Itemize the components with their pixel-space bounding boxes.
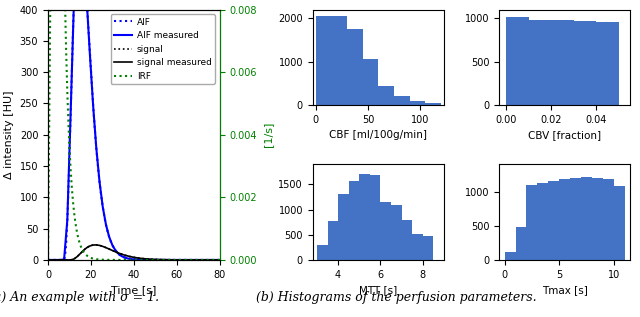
Line: signal: signal — [48, 245, 220, 260]
AIF — [128, 257, 136, 261]
Bar — [527, 185, 538, 260]
Bar — [410, 101, 425, 105]
AIF measured — [141, 258, 148, 262]
Y-axis label: Δ intensity [HU]: Δ intensity [HU] — [4, 90, 14, 179]
Text: (a) An example with σ = 1.: (a) An example with σ = 1. — [0, 291, 159, 304]
Bar — [559, 179, 570, 260]
AIF measured — [147, 258, 155, 262]
signal — [123, 254, 131, 258]
signal measured — [44, 258, 52, 262]
signal — [128, 255, 136, 259]
AIF measured — [215, 258, 223, 262]
Bar — [370, 175, 380, 260]
Bar — [328, 221, 338, 260]
signal — [211, 258, 219, 262]
AIF — [211, 258, 219, 262]
Bar — [529, 20, 551, 105]
Bar — [317, 245, 328, 260]
IRF — [44, 258, 52, 262]
signal measured — [141, 257, 148, 261]
Bar — [332, 16, 347, 105]
Line: signal measured: signal measured — [48, 245, 219, 260]
Bar — [380, 202, 391, 260]
Bar — [359, 174, 370, 260]
AIF measured — [163, 258, 171, 262]
AIF — [123, 256, 131, 260]
Bar — [338, 194, 349, 260]
Bar — [506, 17, 529, 105]
IRF — [128, 258, 136, 262]
Legend: AIF, AIF measured, signal, signal measured, IRF: AIF, AIF measured, signal, signal measur… — [111, 14, 215, 84]
Bar — [603, 179, 614, 260]
IRF — [123, 258, 131, 262]
Bar — [504, 252, 516, 260]
Bar — [423, 236, 433, 260]
Y-axis label: [1/s]: [1/s] — [262, 122, 273, 147]
signal measured — [112, 250, 120, 254]
Bar — [349, 181, 359, 260]
Line: AIF: AIF — [48, 0, 220, 260]
Bar — [425, 103, 441, 105]
AIF — [179, 258, 187, 262]
AIF — [211, 258, 219, 262]
Text: (b) Histograms of the perfusion parameters.: (b) Histograms of the perfusion paramete… — [257, 291, 537, 304]
signal measured — [92, 243, 100, 247]
signal — [92, 243, 99, 247]
Bar — [551, 20, 574, 105]
X-axis label: CBF [ml/100g/min]: CBF [ml/100g/min] — [330, 130, 428, 140]
Bar — [596, 22, 619, 105]
signal measured — [73, 255, 81, 259]
Bar — [516, 227, 527, 260]
signal — [211, 258, 219, 262]
Bar — [614, 186, 625, 260]
IRF — [53, 8, 61, 11]
Bar — [570, 178, 581, 260]
Bar — [394, 96, 410, 105]
X-axis label: CBV [fraction]: CBV [fraction] — [528, 130, 602, 140]
signal — [44, 258, 52, 262]
IRF — [46, 8, 54, 11]
X-axis label: MTT [s]: MTT [s] — [359, 285, 397, 295]
Bar — [378, 87, 394, 105]
Line: AIF measured: AIF measured — [48, 0, 219, 260]
signal — [179, 258, 187, 262]
Bar — [548, 181, 559, 260]
signal measured — [163, 258, 171, 262]
AIF measured — [112, 249, 120, 253]
signal measured — [215, 258, 223, 262]
X-axis label: Time [s]: Time [s] — [111, 285, 157, 295]
Line: IRF: IRF — [48, 10, 220, 260]
IRF — [216, 258, 223, 262]
signal — [216, 258, 223, 262]
AIF — [44, 258, 52, 262]
signal measured — [147, 257, 155, 261]
AIF measured — [150, 258, 158, 262]
Bar — [402, 220, 412, 260]
signal — [53, 258, 61, 262]
Bar — [538, 184, 548, 260]
AIF — [216, 258, 223, 262]
Bar — [581, 177, 592, 260]
IRF — [211, 258, 219, 262]
Bar — [363, 59, 378, 105]
Bar — [592, 178, 603, 260]
Bar — [316, 16, 332, 105]
Bar — [347, 29, 363, 105]
signal measured — [150, 257, 158, 261]
Bar — [412, 234, 423, 260]
Bar — [391, 204, 402, 260]
Bar — [574, 21, 596, 105]
X-axis label: Tmax [s]: Tmax [s] — [542, 285, 588, 295]
AIF — [53, 258, 61, 262]
AIF measured — [44, 258, 52, 262]
IRF — [211, 258, 219, 262]
IRF — [179, 258, 187, 262]
